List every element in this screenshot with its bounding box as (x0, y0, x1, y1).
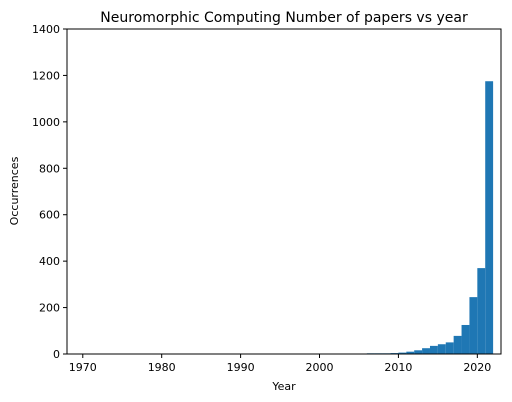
x-tick-label: 1980 (148, 361, 176, 374)
bars-group (264, 81, 494, 355)
bar-2013 (422, 348, 430, 354)
bar-2016 (445, 342, 454, 354)
y-axis-label: Occurrences (8, 156, 21, 225)
bar-2014 (429, 345, 438, 355)
y-tick-label: 600 (39, 209, 60, 222)
x-tick-label: 2010 (384, 361, 412, 374)
y-tick-label: 1400 (32, 23, 60, 36)
chart-title: Neuromorphic Computing Number of papers … (100, 10, 468, 26)
x-axis: 1970 1980 1990 2000 2010 2020 (69, 354, 491, 374)
bar-2010 (398, 352, 407, 354)
bar-2015 (437, 344, 446, 354)
y-tick-label: 1000 (32, 116, 60, 129)
y-tick-label: 200 (39, 302, 60, 315)
bar-2019 (469, 297, 478, 355)
x-tick-label: 1990 (227, 361, 255, 374)
bar-2020 (477, 268, 486, 354)
y-tick-label: 0 (53, 348, 60, 361)
y-axis: 0 200 400 600 800 1000 1200 1400 (32, 23, 67, 361)
x-tick-label: 2020 (463, 361, 491, 374)
y-tick-label: 1200 (32, 69, 60, 82)
x-tick-label: 1970 (69, 361, 97, 374)
y-tick-label: 800 (39, 162, 60, 175)
bar-2011 (406, 351, 415, 354)
x-tick-label: 2000 (306, 361, 334, 374)
bar-2017 (453, 335, 462, 354)
bar-2012 (414, 350, 423, 354)
bar-2018 (461, 324, 470, 354)
plot-frame (66, 28, 502, 355)
y-tick-label: 400 (39, 255, 60, 268)
bar-2021 (485, 81, 494, 354)
x-axis-label: Year (271, 380, 296, 393)
